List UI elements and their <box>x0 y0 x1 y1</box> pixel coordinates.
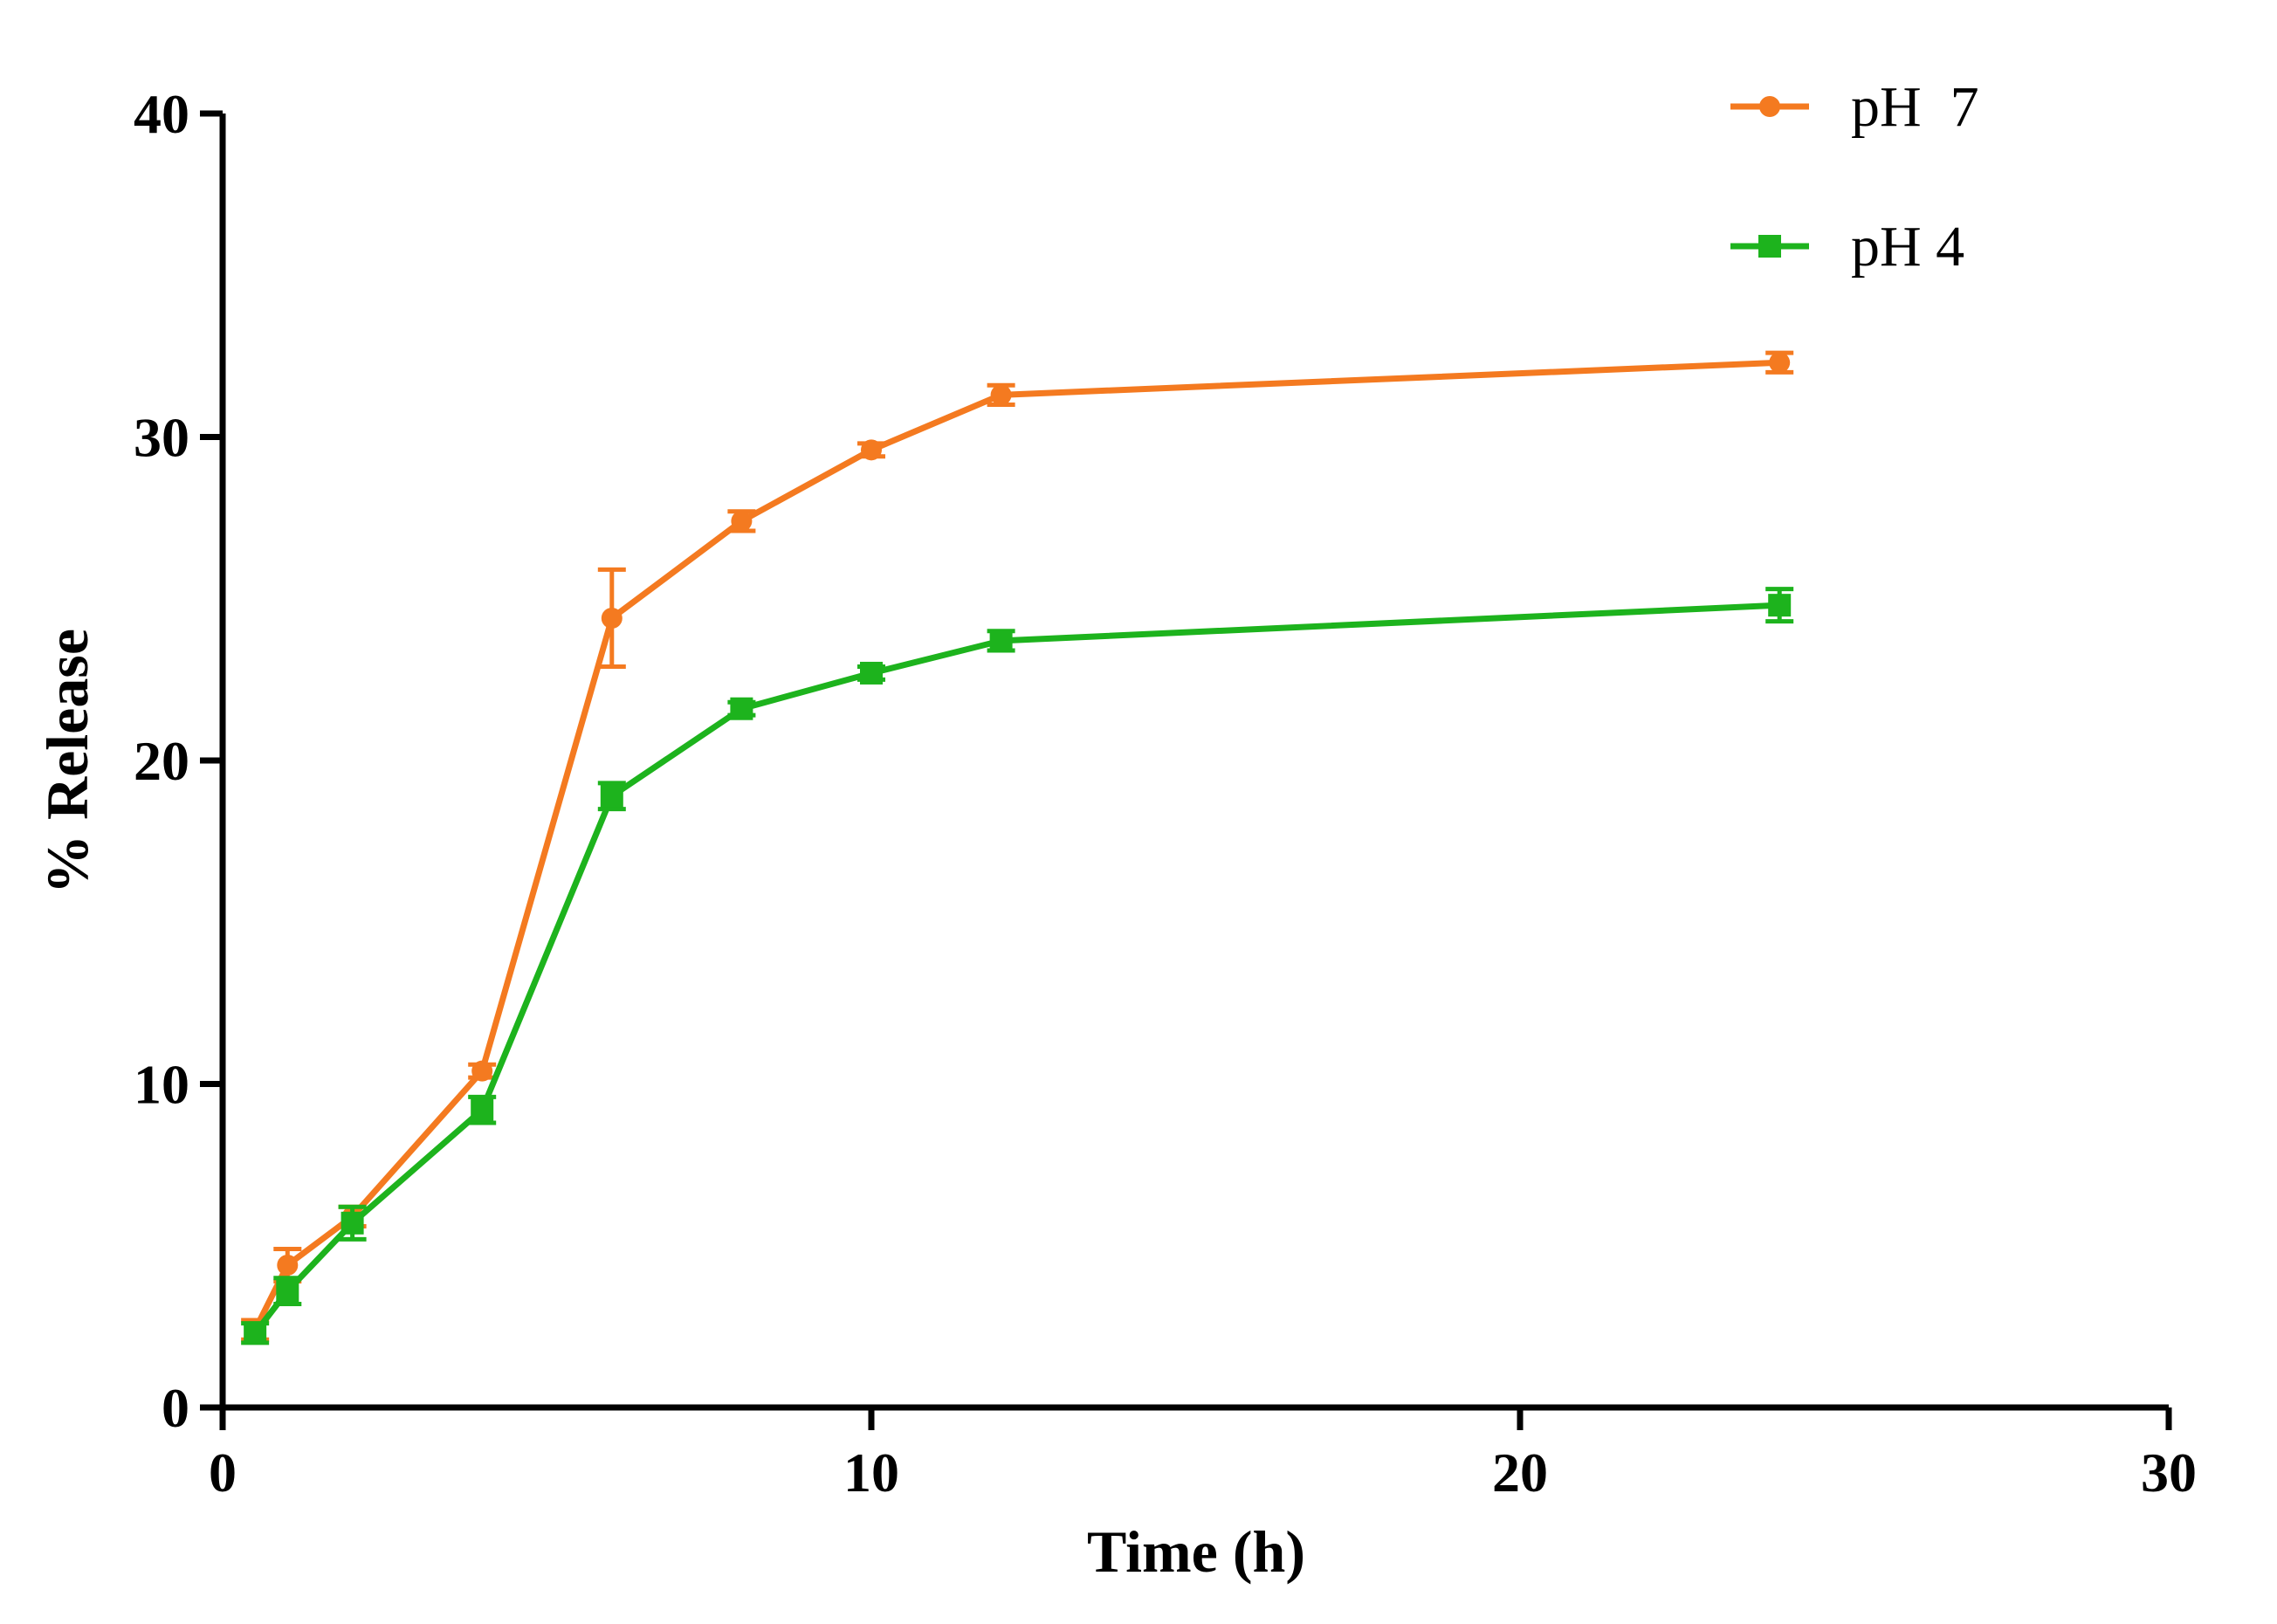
data-point <box>341 1211 364 1235</box>
data-point <box>244 1321 267 1345</box>
series-ph4 <box>241 587 1794 1345</box>
legend-item-ph7: pH 7 <box>1730 75 1979 139</box>
y-tick-label: 30 <box>134 407 189 469</box>
data-point <box>471 1060 493 1082</box>
y-tick-label: 40 <box>134 83 189 145</box>
x-tick-label: 0 <box>209 1442 237 1504</box>
data-point <box>277 1254 299 1276</box>
axes <box>219 114 2169 1411</box>
data-point <box>989 629 1013 652</box>
x-tick-label: 30 <box>2141 1442 2197 1504</box>
y-tick-label: 10 <box>134 1054 189 1116</box>
data-point <box>1769 352 1791 374</box>
data-point <box>860 661 883 685</box>
data-point <box>730 697 753 720</box>
y-tick-label: 0 <box>162 1377 189 1439</box>
y-axis-title: % Release <box>34 629 100 894</box>
x-tick-label: 10 <box>843 1442 899 1504</box>
ticks: 0 10 20 30 0 10 20 30 40 <box>134 83 2197 1504</box>
y-tick-label: 20 <box>134 730 189 792</box>
legend-label: pH 7 <box>1851 75 1979 139</box>
data-point <box>861 439 882 461</box>
data-point <box>601 607 623 629</box>
x-tick-label: 20 <box>1492 1442 1548 1504</box>
x-axis-title: Time (h) <box>1087 1518 1305 1585</box>
legend-item-ph4: pH 4 <box>1730 215 1964 279</box>
data-point <box>471 1098 494 1122</box>
legend-marker <box>1758 235 1781 258</box>
series-line <box>252 602 1780 1335</box>
series-layer <box>241 350 1794 1345</box>
legend: pH 7 pH 4 <box>1730 75 1979 279</box>
legend-marker <box>1759 96 1780 117</box>
data-point <box>600 784 623 808</box>
data-point <box>731 510 753 532</box>
data-point <box>1768 594 1792 617</box>
series-ph7 <box>241 350 1794 1342</box>
data-point <box>990 384 1012 406</box>
series-line <box>252 359 1780 1332</box>
legend-label: pH 4 <box>1851 215 1964 279</box>
data-point <box>276 1279 299 1303</box>
